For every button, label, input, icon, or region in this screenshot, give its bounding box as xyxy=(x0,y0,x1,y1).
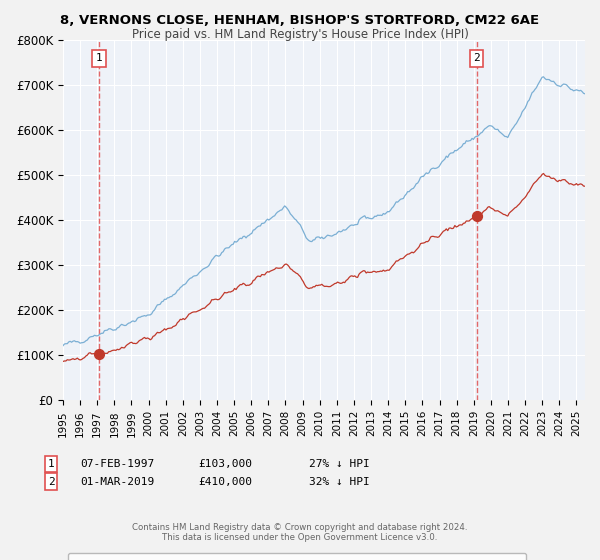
Text: Contains HM Land Registry data © Crown copyright and database right 2024.: Contains HM Land Registry data © Crown c… xyxy=(132,523,468,532)
Text: 07-FEB-1997: 07-FEB-1997 xyxy=(80,459,154,469)
Text: This data is licensed under the Open Government Licence v3.0.: This data is licensed under the Open Gov… xyxy=(163,533,437,542)
Text: £410,000: £410,000 xyxy=(198,477,252,487)
Legend: 8, VERNONS CLOSE, HENHAM, BISHOP'S STORTFORD, CM22 6AE (detached house), HPI: Av: 8, VERNONS CLOSE, HENHAM, BISHOP'S STORT… xyxy=(68,553,526,560)
Text: £103,000: £103,000 xyxy=(198,459,252,469)
Point xyxy=(94,349,104,358)
Text: 2: 2 xyxy=(47,477,55,487)
Text: 2: 2 xyxy=(473,53,480,63)
Text: 1: 1 xyxy=(95,53,103,63)
Text: 8, VERNONS CLOSE, HENHAM, BISHOP'S STORTFORD, CM22 6AE: 8, VERNONS CLOSE, HENHAM, BISHOP'S STORT… xyxy=(61,14,539,27)
Point xyxy=(472,211,481,220)
Text: 32% ↓ HPI: 32% ↓ HPI xyxy=(308,477,370,487)
Text: Price paid vs. HM Land Registry's House Price Index (HPI): Price paid vs. HM Land Registry's House … xyxy=(131,28,469,41)
Text: 1: 1 xyxy=(47,459,55,469)
Text: 01-MAR-2019: 01-MAR-2019 xyxy=(80,477,154,487)
Text: 27% ↓ HPI: 27% ↓ HPI xyxy=(308,459,370,469)
